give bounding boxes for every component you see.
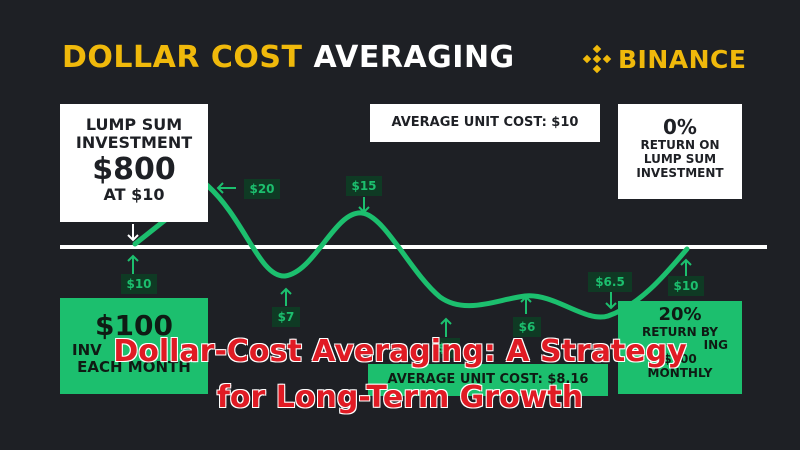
price-label: $20 <box>249 182 274 196</box>
arrow-icon <box>440 317 452 337</box>
lump-sum-box: LUMP SUM INVESTMENT $800 AT $10 <box>60 104 208 222</box>
price-label-bg <box>668 276 704 296</box>
dca-investment-box: $100 INV EACH MONTH <box>60 298 208 394</box>
lump-sum-amount: $800 <box>92 151 176 187</box>
price-label-bg <box>346 176 382 196</box>
page-title: DOLLAR COST AVERAGING <box>62 40 515 75</box>
arrow-icon <box>216 182 236 194</box>
return-lump-sum-line3: INVESTMENT <box>636 165 724 180</box>
lump-sum-line2: INVESTMENT <box>75 133 193 153</box>
dca-line2: EACH MONTH <box>77 358 191 377</box>
price-series-line <box>132 182 690 320</box>
down-arrow-icon <box>127 224 139 242</box>
price-label-bg <box>513 317 541 337</box>
price-label-bg <box>244 179 280 199</box>
price-label-bg <box>121 274 157 294</box>
price-label: $10 <box>126 277 151 291</box>
arrow-icon <box>127 254 139 274</box>
return-dca-line1: RETURN BY <box>641 324 718 339</box>
arrow-icon <box>605 292 617 310</box>
price-label: $7 <box>438 341 455 355</box>
caption-line-1: Dollar-Cost Averaging: A Strategy <box>113 334 687 369</box>
lump-sum-line1: LUMP SUM <box>85 115 183 134</box>
average-unit-cost-bottom: AVERAGE UNIT COST: $8.16 <box>368 364 608 396</box>
price-label-bg <box>272 307 300 327</box>
average-unit-cost-bottom-text: AVERAGE UNIT COST: $8.16 <box>387 372 589 387</box>
return-lump-sum-percent: 0% <box>663 115 697 139</box>
return-dca-line4: MONTHLY <box>647 366 713 381</box>
price-label: $10 <box>673 279 698 293</box>
return-lump-sum-line2: LUMP SUM <box>643 151 717 166</box>
price-markers: $10 $20 $7 $15 $7 $6 $6.5 $10 <box>121 176 704 358</box>
average-unit-cost-top: AVERAGE UNIT COST: $10 <box>370 104 600 142</box>
arrow-icon <box>520 295 532 314</box>
average-cost-line <box>60 245 767 249</box>
price-label: $7 <box>278 310 295 324</box>
average-unit-cost-top-text: AVERAGE UNIT COST: $10 <box>391 115 579 130</box>
price-label-bg <box>588 272 632 292</box>
return-dca-percent: 20% <box>658 304 702 325</box>
title-part-1: DOLLAR COST <box>62 40 303 75</box>
return-dca-line2: ING <box>703 338 728 353</box>
binance-logo-icon <box>582 44 612 74</box>
dca-line1: INV <box>72 341 102 360</box>
arrow-icon <box>358 197 370 214</box>
price-label-bg <box>432 338 460 358</box>
title-part-2: AVERAGING <box>313 40 515 75</box>
dca-amount: $100 <box>95 309 173 342</box>
lump-sum-line3: AT $10 <box>103 184 165 204</box>
price-label: $6 <box>519 320 536 334</box>
return-lump-sum-line1: RETURN ON <box>640 138 720 152</box>
caption-line-2: for Long-Term Growth <box>216 380 584 415</box>
brand-logo: BINANCE <box>582 44 746 74</box>
return-dca-box: 20% RETURN BY ING $100 MONTHLY <box>618 301 742 394</box>
arrow-icon <box>280 287 292 306</box>
brand-name: BINANCE <box>618 44 747 74</box>
return-lump-sum-box: 0% RETURN ON LUMP SUM INVESTMENT <box>618 104 742 199</box>
return-dca-line3: $100 <box>663 352 697 367</box>
price-label: $15 <box>351 179 376 193</box>
price-label: $6.5 <box>595 275 625 289</box>
arrow-icon <box>680 258 692 276</box>
